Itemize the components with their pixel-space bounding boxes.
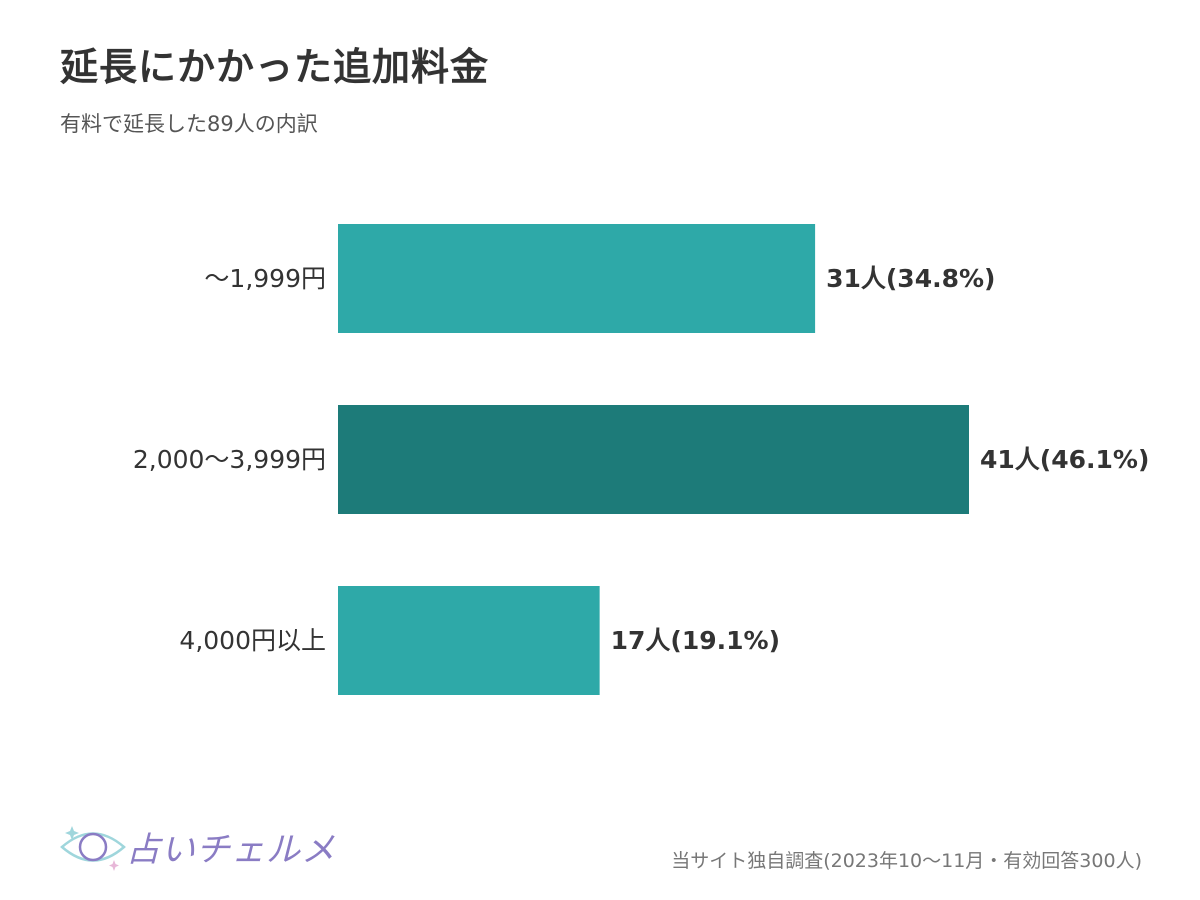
bar-1 [338,405,969,514]
brand-logo: 占いチェルメ [58,812,335,882]
data-label-2: 17人(19.1%) [611,626,780,655]
bar-0 [338,224,816,333]
source-note: 当サイト独自調査(2023年10〜11月・有効回答300人) [671,850,1142,872]
data-label-1: 41人(46.1%) [980,445,1149,474]
eye-moon-icon [60,826,126,871]
category-label-1: 2,000〜3,999円 [133,445,326,474]
logo-text: 占いチェルメ [126,830,336,870]
bar-2 [338,586,600,695]
category-label-2: 4,000円以上 [179,626,326,655]
chart-subtitle: 有料で延長した89人の内訳 [60,112,318,136]
data-label-0: 31人(34.8%) [826,264,995,293]
chart-title: 延長にかかった追加料金 [60,45,490,89]
category-label-0: 〜1,999円 [204,264,326,293]
